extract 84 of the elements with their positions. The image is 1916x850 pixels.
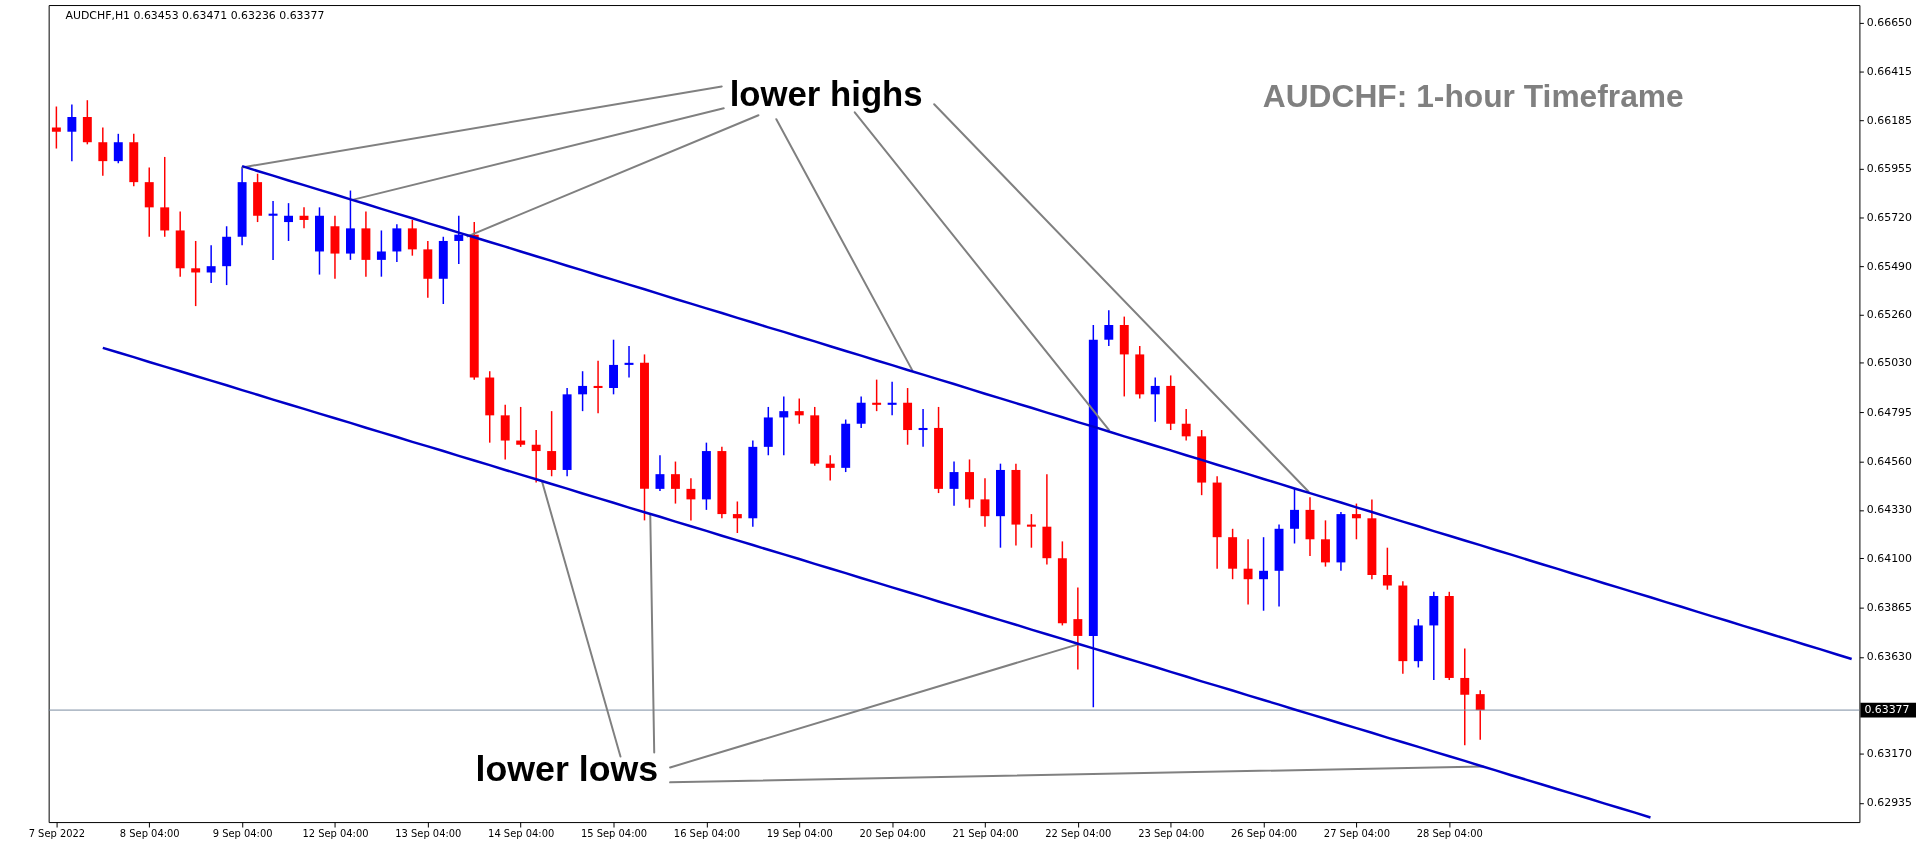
candlestick [1460, 647, 1470, 746]
y-tick-label: 0.65955 [1866, 161, 1912, 175]
x-tick-label: 19 Sep 04:00 [766, 828, 833, 840]
candlestick [794, 397, 804, 425]
candlestick [392, 223, 402, 263]
x-tick-label: 7 Sep 2022 [28, 828, 86, 840]
annotation: AUDCHF,H1 0.63453 0.63471 0.63236 0.63377 [65, 8, 325, 22]
x-tick-label: 20 Sep 04:00 [859, 828, 926, 840]
x-tick-label: 21 Sep 04:00 [952, 828, 1019, 840]
candlestick [67, 103, 77, 162]
candlestick [856, 395, 866, 429]
candlestick [686, 477, 696, 522]
candlestick [547, 410, 557, 478]
candlestick [655, 454, 665, 492]
candlestick [732, 500, 742, 534]
candlestick [1181, 408, 1191, 442]
candlestick [1104, 309, 1114, 347]
candlestick [51, 105, 61, 150]
x-tick-label: 27 Sep 04:00 [1323, 828, 1390, 840]
candlestick [268, 200, 278, 261]
candlestick [918, 408, 928, 448]
candlestick [1351, 502, 1361, 541]
y-tick-label: 0.63865 [1866, 601, 1912, 615]
y-tick-label: 0.66650 [1866, 15, 1913, 29]
x-tick-label: 14 Sep 04:00 [488, 828, 555, 840]
x-tick-label: 28 Sep 04:00 [1416, 828, 1483, 840]
candlestick [1475, 689, 1485, 741]
x-tick-label: 13 Sep 04:00 [395, 828, 462, 840]
y-tick-label: 0.65260 [1866, 307, 1913, 321]
y-tick-label: 0.65030 [1866, 356, 1913, 370]
candlestick [98, 126, 108, 177]
x-tick-label: 26 Sep 04:00 [1231, 828, 1298, 840]
text: AUDCHF: 1-hour Timeframe [1262, 78, 1684, 115]
x-tick-label: 12 Sep 04:00 [302, 828, 369, 840]
candlestick [872, 378, 882, 412]
y-tick-label: 0.66415 [1866, 65, 1912, 79]
y-tick-label: 0.64330 [1866, 503, 1913, 517]
candlestick [825, 454, 835, 482]
candlestick [1150, 376, 1160, 423]
x-tick-label: 22 Sep 04:00 [1045, 828, 1112, 840]
candlestick [887, 380, 897, 417]
candlestick [1321, 519, 1330, 568]
candlestick [609, 338, 619, 396]
candlestick [531, 429, 541, 484]
y-tick-label: 0.65490 [1866, 259, 1913, 273]
candlestick [1259, 536, 1269, 612]
y-tick-label: 0.66185 [1866, 113, 1912, 127]
candlestick [1073, 586, 1083, 671]
candlestick [113, 133, 123, 164]
candlestick [1026, 513, 1036, 549]
candlestick [593, 359, 603, 414]
candlestick [1290, 488, 1299, 545]
y-tick-label: 0.63170 [1866, 747, 1913, 761]
y-tick-label: 0.65720 [1866, 211, 1913, 225]
candlestick [191, 240, 201, 307]
candlestick [1243, 538, 1253, 606]
candlestick [578, 370, 588, 412]
candlestick [284, 202, 293, 242]
candlestick [980, 477, 990, 528]
x-tick-label: 23 Sep 04:00 [1138, 828, 1205, 840]
y-tick-label: 0.62935 [1866, 796, 1912, 810]
y-tick-label: 0.64100 [1866, 551, 1913, 565]
y-tick-label: 0.64560 [1866, 455, 1913, 469]
candlestick [516, 406, 526, 448]
line-series [240, 164, 1853, 661]
y-tick-label: 0.63630 [1866, 650, 1913, 664]
ref-line-label: 0.63377 [1864, 703, 1910, 717]
candlestick [949, 460, 959, 507]
candlestick [670, 460, 680, 505]
candlestick [206, 244, 216, 284]
x-tick-label: 8 Sep 04:00 [119, 828, 180, 840]
x-tick-label: 16 Sep 04:00 [673, 828, 740, 840]
candlestick [454, 215, 464, 265]
x-tick-label: 9 Sep 04:00 [212, 828, 273, 840]
y-tick-label: 0.64795 [1866, 405, 1912, 419]
candlestick [376, 229, 386, 278]
candlestick [779, 395, 789, 457]
line-series [101, 346, 1652, 819]
candlestick [1382, 546, 1392, 591]
x-tick-label: 15 Sep 04:00 [580, 828, 648, 840]
annotation: lower lows [475, 749, 659, 790]
candlestick [160, 156, 170, 238]
annotation: lower highs [729, 75, 923, 114]
candlestick [407, 219, 417, 257]
